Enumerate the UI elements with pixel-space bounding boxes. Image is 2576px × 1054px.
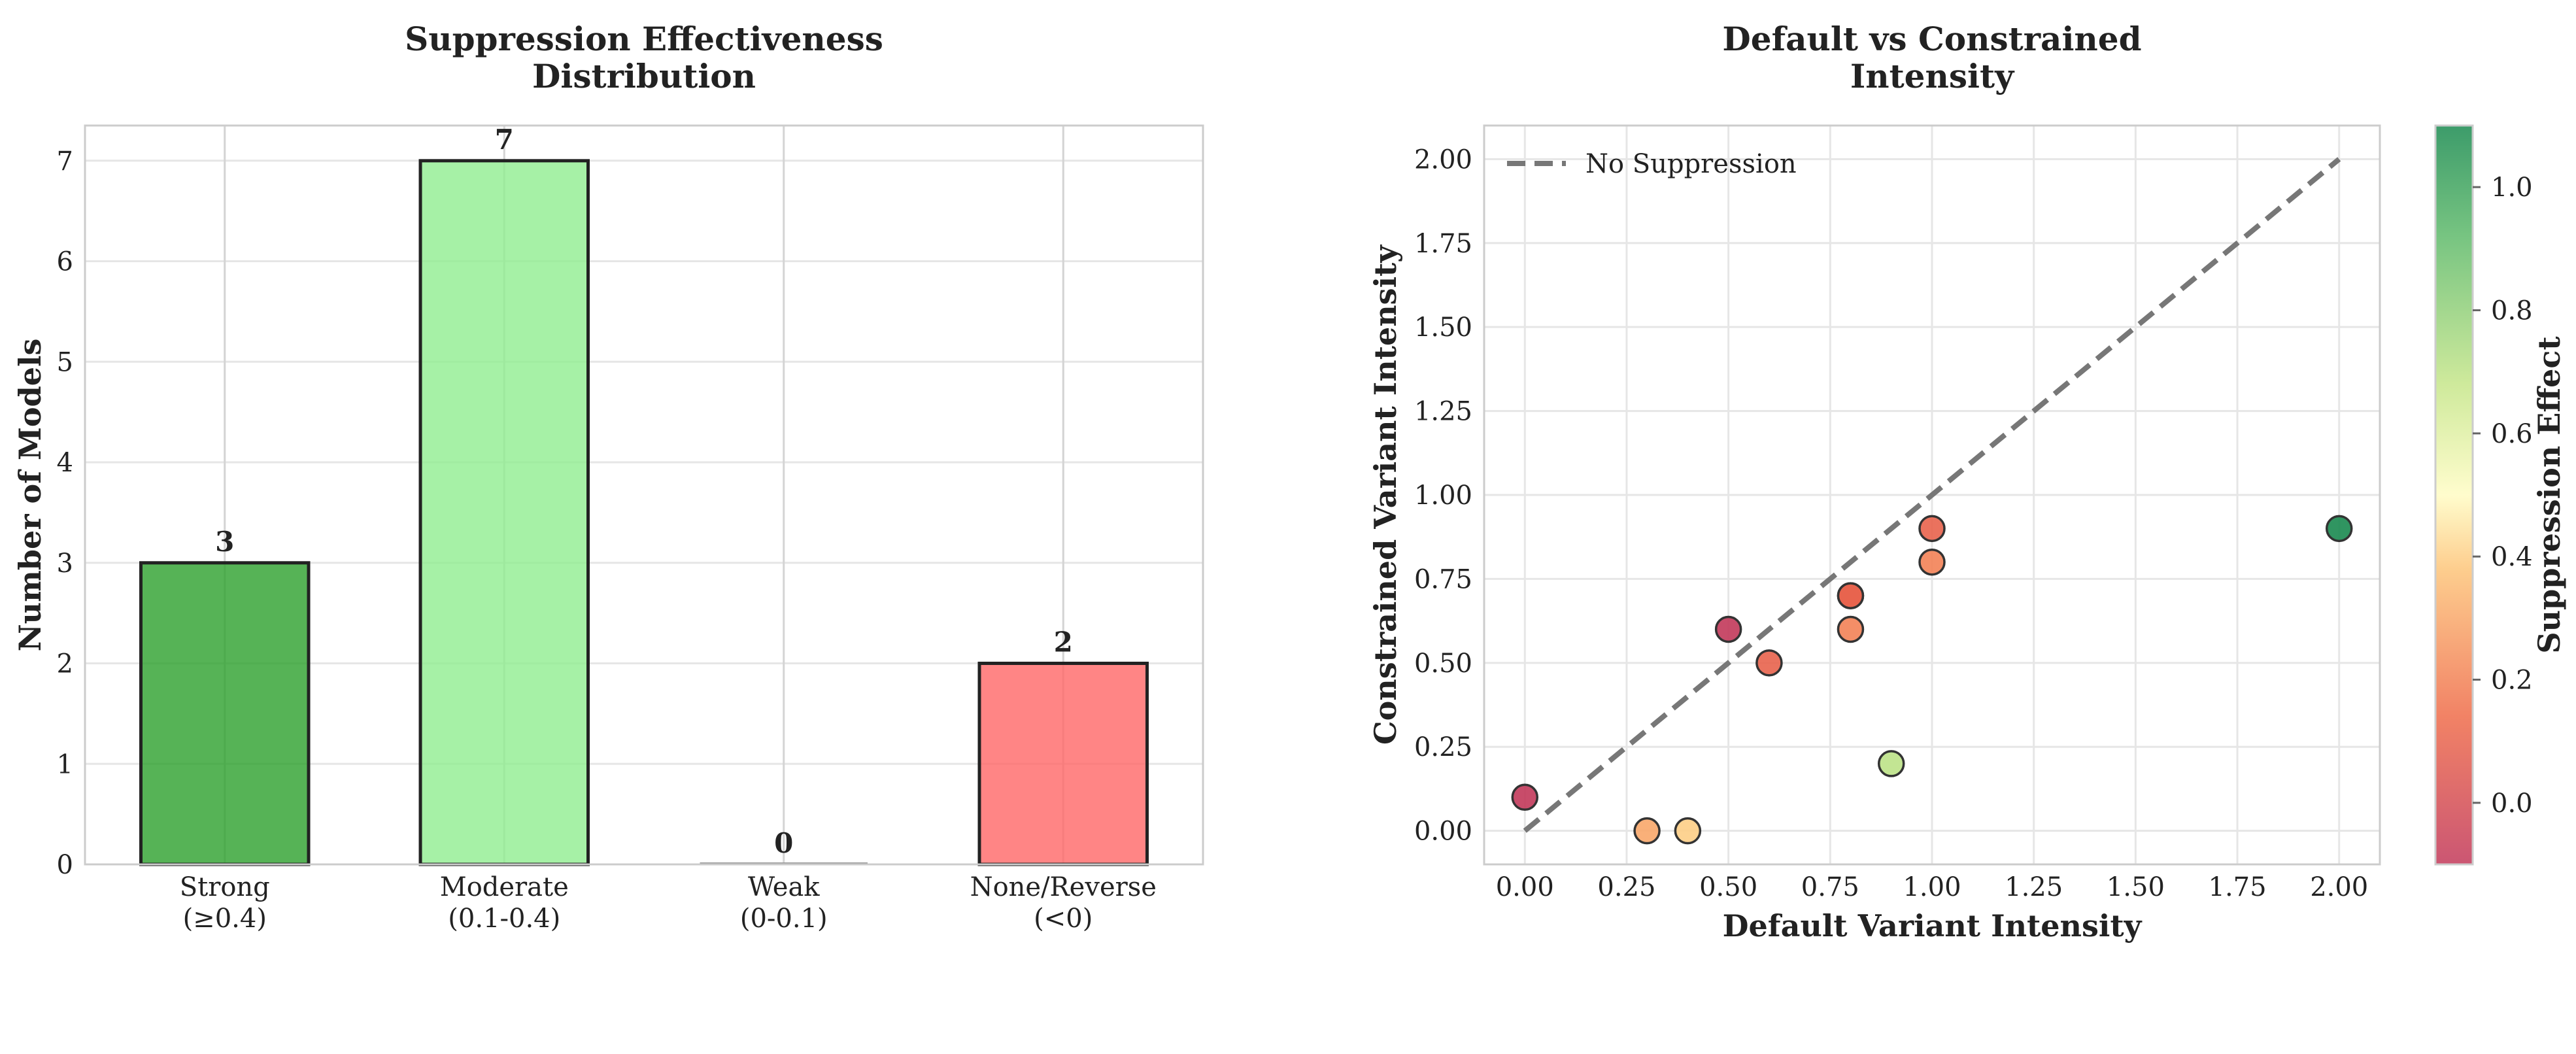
scatter-point xyxy=(1837,582,1865,609)
colorbar: 0.0 0.2 0.4 0.6 0.8 1.0 Suppression Effect xyxy=(2434,124,2567,866)
scatter-point xyxy=(1755,649,1783,677)
no-suppression-reference-line xyxy=(1523,157,2341,833)
scatter-point xyxy=(1877,750,1905,777)
bar-chart-category-label: (≥0.4) xyxy=(183,904,267,934)
bar xyxy=(977,662,1149,866)
scatter-chart-y-tick-label: 0.75 xyxy=(1414,564,1472,594)
scatter-chart-y-tick-labels: 0.00 0.25 0.50 0.75 1.00 1.25 1.50 1.75 2.00 xyxy=(1414,144,1472,846)
scatter-chart-points xyxy=(1511,515,2353,845)
scatter-point xyxy=(1511,783,1539,811)
bar-chart-category-label: (0.1-0.4) xyxy=(448,904,560,934)
bar-chart-frame xyxy=(84,124,1204,866)
bar-value-label: 3 xyxy=(215,526,234,558)
bar-chart-data-labels: 3 7 0 2 xyxy=(215,124,1073,859)
scatter-chart-frame xyxy=(1483,124,2381,866)
scatter-chart-legend: No Suppression xyxy=(1507,149,1797,179)
colorbar-label: Suppression Effect xyxy=(2532,336,2567,654)
colorbar-gradient xyxy=(2434,124,2474,866)
bar-chart-category-label: Strong xyxy=(180,872,270,902)
scatter-chart-x-tick-label: 0.25 xyxy=(1597,872,1655,902)
scatter-point xyxy=(2325,515,2353,543)
bar-value-label: 0 xyxy=(774,827,793,859)
scatter-point xyxy=(1714,615,1742,643)
scatter-chart-x-axis-label: Default Variant Intensity xyxy=(1723,908,2143,944)
bar-chart-x-tick-labels: Strong(≥0.4) Moderate(0.1-0.4) Weak(0-0.1)… xyxy=(180,872,1157,934)
scatter-chart-x-tick-label: 0.50 xyxy=(1699,872,1757,902)
scatter-point xyxy=(1918,548,1946,576)
scatter-chart-y-tick-label: 1.25 xyxy=(1414,397,1472,427)
bar-chart-category-label: Weak xyxy=(748,872,820,902)
scatter-chart-y-tick-label: 0.25 xyxy=(1414,732,1472,762)
bar-chart-category-label: (<0) xyxy=(1034,904,1093,934)
bar-chart-category-label: Moderate xyxy=(440,872,569,902)
colorbar-tick-label: 0.0 xyxy=(2491,789,2533,819)
legend-no-suppression-label: No Suppression xyxy=(1585,149,1797,179)
bar-chart-y-tick-label: 6 xyxy=(57,247,73,277)
scatter-point xyxy=(1633,817,1661,845)
bar-chart-y-tick-label: 5 xyxy=(57,347,73,377)
scatter-chart-y-tick-label: 1.50 xyxy=(1414,313,1472,343)
bar-chart-y-tick-label: 2 xyxy=(57,649,73,679)
colorbar-tick-label: 0.8 xyxy=(2491,296,2533,326)
scatter-chart-grid xyxy=(1484,126,2380,864)
bar-chart-title-line: Distribution xyxy=(532,57,756,95)
colorbar-tick-label: 0.4 xyxy=(2491,542,2533,572)
bar xyxy=(418,159,590,866)
bar-chart-y-tick-label: 1 xyxy=(57,749,73,779)
scatter-chart-x-tick-labels: 0.00 0.25 0.50 0.75 1.00 1.25 1.50 1.75 2.00 xyxy=(1496,872,2369,902)
colorbar-tick-label: 0.2 xyxy=(2491,666,2533,696)
bar-chart-category-label: (0-0.1) xyxy=(740,904,828,934)
scatter-chart-y-tick-label: 1.00 xyxy=(1414,481,1472,511)
scatter-chart-x-tick-label: 1.00 xyxy=(1903,872,1961,902)
scatter-point xyxy=(1918,515,1946,543)
colorbar-tick-label: 0.6 xyxy=(2491,419,2533,449)
bar-chart-y-tick-label: 4 xyxy=(57,448,73,478)
bar xyxy=(139,561,311,866)
colorbar-tick-label: 1.0 xyxy=(2491,173,2533,203)
bar-chart-y-axis-label: Number of Models xyxy=(12,339,48,652)
scatter-chart-y-axis-label: Constrained Variant Intensity xyxy=(1368,245,1403,745)
bar-chart-y-tick-label: 7 xyxy=(57,146,73,177)
bar-chart-category-label: None/Reverse xyxy=(970,872,1157,902)
scatter-chart-x-tick-label: 2.00 xyxy=(2310,872,2368,902)
scatter-point xyxy=(1837,615,1865,643)
scatter-chart-y-tick-label: 0.00 xyxy=(1414,817,1472,847)
scatter-chart-y-tick-label: 2.00 xyxy=(1414,144,1472,175)
scatter-chart-x-tick-label: 1.25 xyxy=(2005,872,2063,902)
bar-chart-y-tick-label: 0 xyxy=(57,850,73,880)
bar-chart-y-tick-labels: 0 1 2 3 4 5 6 7 xyxy=(57,146,73,880)
scatter-chart-title-line: Intensity xyxy=(1850,57,2015,95)
scatter-chart-x-tick-label: 0.00 xyxy=(1496,872,1554,902)
scatter-chart-y-tick-label: 0.50 xyxy=(1414,649,1472,679)
bar-chart-y-tick-label: 3 xyxy=(57,549,73,579)
scatter-chart-x-tick-label: 1.75 xyxy=(2209,872,2267,902)
bar-chart-title-line: Suppression Effectiveness xyxy=(405,20,883,58)
colorbar-tick-labels: 0.0 0.2 0.4 0.6 0.8 1.0 xyxy=(2473,173,2533,819)
scatter-chart-y-tick-label: 1.75 xyxy=(1414,229,1472,259)
scatter-chart-x-tick-label: 1.50 xyxy=(2107,872,2165,902)
bar-chart-bars xyxy=(139,159,1149,866)
scatter-chart-title-line: Default vs Constrained xyxy=(1722,20,2141,58)
bar-value-label: 7 xyxy=(495,124,514,156)
bar-value-label: 2 xyxy=(1054,626,1073,658)
scatter-point xyxy=(1674,817,1702,845)
scatter-chart-x-tick-label: 0.75 xyxy=(1801,872,1859,902)
